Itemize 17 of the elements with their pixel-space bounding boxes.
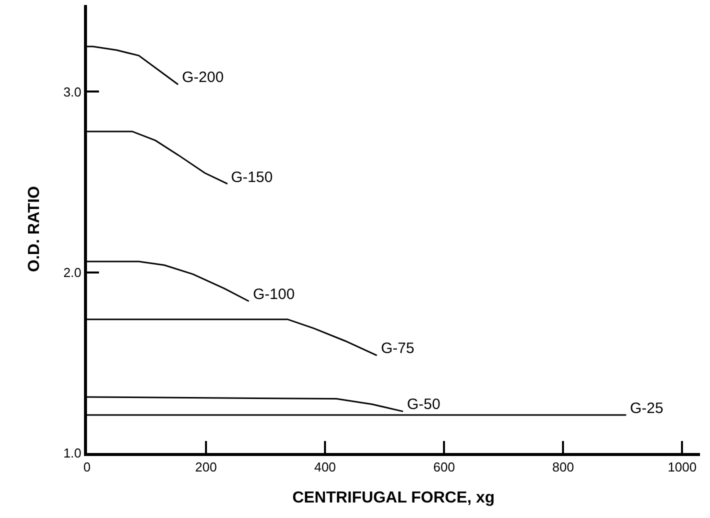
x-tick-label: 1000	[668, 460, 697, 475]
y-tick-label: 1.0	[63, 446, 82, 461]
x-tick-label: 0	[83, 460, 91, 475]
series-label: G-75	[381, 340, 414, 357]
y-tick-label: 3.0	[63, 84, 82, 100]
series-label: G-25	[630, 400, 664, 417]
x-tick-label: 800	[552, 460, 574, 475]
y-tick-label: 2.0	[63, 264, 82, 280]
x-tick-label: 400	[314, 460, 336, 475]
x-tick-label: 600	[433, 460, 455, 475]
x-axis-title: CENTRIFUGAL FORCE, xg	[292, 489, 495, 506]
series-label: G-200	[182, 69, 224, 86]
series-label: G-100	[253, 286, 295, 303]
series-label: G-150	[231, 169, 273, 186]
x-tick-label: 200	[195, 460, 217, 475]
series-label: G-50	[407, 396, 440, 413]
y-axis-title: O.D. RATIO	[26, 186, 44, 272]
